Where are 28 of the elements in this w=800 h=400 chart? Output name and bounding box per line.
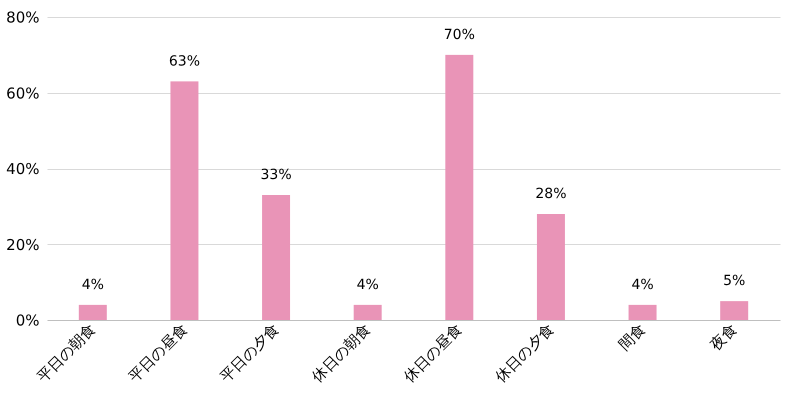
x-tick-label: 間食 [614, 320, 649, 354]
data-label: 63% [168, 53, 200, 70]
y-tick-label: 80% [6, 8, 40, 26]
y-tick-label: 20% [6, 236, 40, 254]
bar [170, 81, 198, 320]
data-label: 4% [82, 276, 104, 293]
y-tick-label: 40% [6, 160, 40, 178]
bar [445, 54, 474, 320]
bar [78, 304, 107, 320]
data-label: 4% [631, 276, 654, 293]
x-tick-label: 休日の夕食 [492, 320, 558, 386]
x-tick-label: 休日の昼食 [400, 320, 466, 386]
x-tick-label: 平日の昼食 [125, 320, 191, 386]
bar [720, 301, 748, 320]
y-tick-label: 60% [6, 84, 40, 102]
x-tick-label: 休日の朝食 [308, 320, 374, 386]
bar [354, 304, 382, 320]
data-label: 33% [260, 167, 292, 184]
y-tick-label: 0% [16, 312, 40, 330]
data-label: 70% [444, 26, 475, 43]
bar [536, 214, 565, 320]
bar [628, 304, 657, 320]
x-tick-label: 夜食 [706, 320, 741, 354]
data-label: 28% [535, 186, 566, 202]
data-label: 5% [723, 273, 746, 290]
x-tick-label: 平日の夕食 [216, 320, 282, 386]
bar [262, 195, 290, 320]
data-label: 4% [356, 276, 379, 293]
